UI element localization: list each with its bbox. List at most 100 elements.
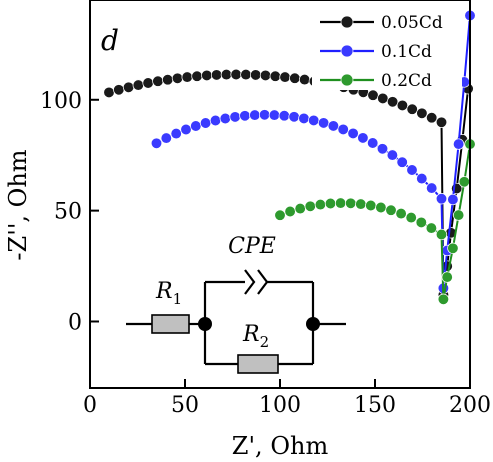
data-point-1	[258, 109, 271, 121]
data-point-1	[308, 114, 320, 127]
data-point-0	[269, 70, 281, 82]
data-point-1	[150, 137, 163, 149]
data-point-1	[239, 110, 251, 122]
data-point-1	[160, 132, 172, 144]
data-point-1	[190, 120, 202, 132]
data-point-0	[230, 68, 242, 81]
data-point-2	[385, 204, 397, 216]
data-point-0	[220, 68, 233, 81]
data-point-2	[365, 199, 377, 212]
data-point-2	[284, 205, 296, 218]
data-point-1	[367, 137, 379, 149]
data-point-0	[298, 73, 311, 86]
data-point-0	[122, 81, 135, 93]
data-point-0	[426, 112, 438, 124]
data-point-1	[229, 111, 241, 123]
legend-marker	[340, 44, 354, 58]
data-point-1	[447, 193, 459, 206]
data-point-1	[435, 193, 448, 205]
y-tick-label: 100	[40, 89, 82, 114]
data-point-1	[347, 127, 359, 140]
data-point-1	[396, 156, 408, 168]
data-point-0	[396, 99, 409, 112]
data-point-0	[181, 71, 193, 83]
data-point-0	[142, 77, 154, 89]
data-point-1	[249, 109, 261, 121]
r1-label: R1	[155, 279, 182, 308]
x-tick-label: 200	[449, 393, 491, 418]
data-point-1	[278, 110, 290, 122]
resistor-r1	[151, 314, 190, 334]
y-tick-label: 50	[54, 200, 82, 225]
data-point-2	[294, 202, 306, 215]
data-point-1	[219, 112, 231, 125]
data-point-0	[377, 92, 389, 105]
data-point-0	[416, 107, 428, 119]
data-point-2	[447, 242, 459, 254]
data-point-2	[274, 209, 286, 221]
data-point-0	[259, 69, 272, 82]
legend: 0.05Cd 0.1Cd 0.2Cd	[312, 12, 462, 91]
data-point-0	[103, 86, 115, 99]
x-tick-label: 150	[354, 393, 396, 418]
data-point-2	[304, 200, 316, 212]
data-point-1	[452, 138, 465, 150]
data-point-0	[386, 96, 399, 108]
equivalent-circuit-inset	[126, 269, 346, 374]
data-point-0	[201, 69, 213, 82]
data-point-1	[199, 117, 212, 129]
x-tick-label: 0	[83, 393, 97, 418]
data-point-0	[152, 75, 164, 87]
data-point-0	[240, 68, 252, 81]
data-point-2	[441, 271, 453, 283]
r2-label: R2	[242, 322, 269, 351]
y-axis-title: -Z'', Ohm	[4, 149, 32, 260]
data-point-2	[345, 197, 357, 209]
legend-entry-label: 0.2Cd	[381, 71, 432, 91]
cpe-label: CPE	[228, 234, 276, 259]
data-point-0	[113, 84, 125, 96]
data-point-1	[426, 182, 438, 194]
data-point-2	[435, 228, 448, 241]
data-point-2	[355, 198, 367, 210]
legend-marker	[340, 73, 354, 87]
data-point-0	[210, 69, 223, 81]
data-point-0	[289, 72, 301, 84]
cpe-symbol-left	[244, 269, 256, 295]
legend-entry-label: 0.1Cd	[381, 42, 432, 62]
data-point-2	[452, 209, 465, 221]
legend-marker	[340, 15, 354, 29]
data-point-0	[171, 72, 184, 84]
data-point-0	[132, 79, 144, 91]
data-point-0	[406, 103, 418, 115]
data-point-0	[435, 116, 448, 128]
data-point-1	[376, 143, 389, 155]
data-point-0	[279, 71, 291, 83]
data-point-2	[415, 216, 427, 229]
data-point-2	[405, 211, 417, 224]
x-tick-label: 50	[171, 393, 199, 418]
x-axis-title: Z', Ohm	[232, 432, 329, 460]
data-point-1	[406, 164, 418, 176]
cpe-symbol-right	[257, 269, 269, 295]
data-point-1	[416, 172, 428, 185]
data-point-1	[317, 117, 330, 129]
data-point-2	[437, 293, 450, 305]
data-point-2	[324, 197, 337, 210]
y-tick-label: 0	[68, 310, 82, 335]
x-tick-label: 100	[259, 393, 301, 418]
data-point-1	[288, 111, 300, 123]
data-point-1	[386, 149, 399, 161]
resistor-r2	[237, 354, 279, 374]
data-point-1	[327, 120, 340, 132]
data-point-2	[314, 198, 327, 211]
data-point-1	[268, 109, 281, 121]
data-point-1	[209, 114, 222, 127]
data-point-2	[395, 207, 407, 220]
data-point-0	[162, 74, 174, 86]
data-point-1	[298, 112, 310, 125]
data-point-1	[357, 132, 369, 144]
data-point-2	[425, 222, 438, 234]
data-point-1	[180, 123, 192, 136]
